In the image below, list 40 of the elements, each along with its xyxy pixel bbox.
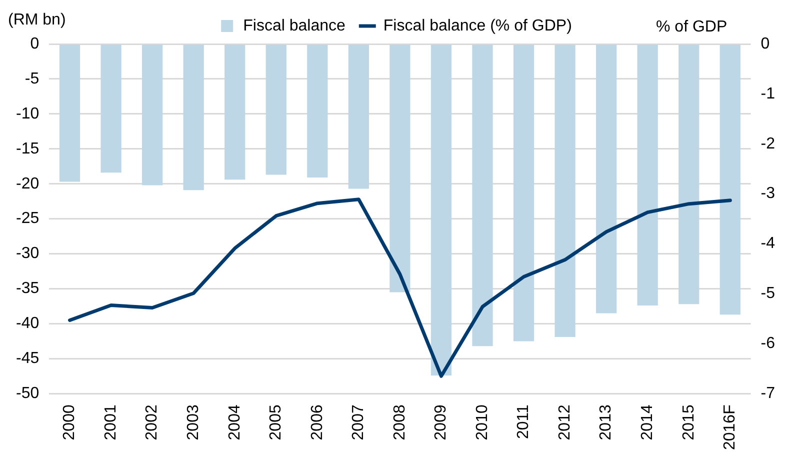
x-tick-label: 2012 [556, 404, 574, 440]
y2-tick-label: -4 [760, 235, 776, 252]
y-tick-label: -30 [16, 245, 40, 262]
y-tick-label: -50 [16, 385, 40, 402]
y-tick-label: -5 [24, 70, 40, 88]
y2-tick-label: 0 [760, 35, 770, 52]
y2-tick-label: -1 [760, 85, 776, 102]
y-tick-label: -10 [16, 105, 40, 122]
y2-tick-label: -3 [760, 185, 776, 202]
x-tick-label: 2003 [184, 404, 202, 440]
x-tick-label: 2011 [515, 404, 532, 440]
y2-tick-label: -7 [760, 385, 776, 402]
y2-tick-label: -5 [760, 285, 776, 302]
x-tick-label: 2016F [722, 404, 739, 450]
x-tick-label: 2004 [226, 404, 244, 440]
y2-axis-title: % of GDP [656, 18, 728, 36]
legend-label: Fiscal balance (% of GDP) [383, 17, 572, 34]
y2-tick-label: -6 [760, 335, 776, 352]
x-tick-label: 2015 [680, 404, 698, 440]
y-tick-label: -35 [16, 280, 40, 298]
x-tick-label: 2007 [350, 404, 368, 440]
y-tick-label: -45 [16, 350, 40, 368]
x-tick-label: 2000 [61, 404, 78, 440]
y-tick-label: 0 [30, 35, 40, 52]
x-tick-label: 2005 [268, 404, 285, 440]
x-tick-label: 2009 [432, 404, 450, 440]
y-tick-label: -25 [16, 210, 40, 228]
y2-tick-label: -2 [760, 135, 776, 152]
y-tick-label: -40 [16, 315, 40, 332]
legend-label: Fiscal balance [243, 17, 346, 34]
y-axis-title: (RM bn) [8, 11, 66, 28]
x-tick-label: 2014 [638, 404, 656, 440]
x-tick-label: 2001 [102, 404, 120, 440]
x-tick-label: 2010 [474, 404, 491, 440]
x-tick-label: 2013 [598, 404, 615, 440]
x-tick-label: 2006 [308, 404, 326, 440]
x-tick-label: 2008 [391, 404, 408, 440]
y-tick-label: -20 [16, 175, 40, 192]
y-tick-label: -15 [16, 140, 40, 158]
x-tick-label: 2002 [144, 404, 161, 440]
